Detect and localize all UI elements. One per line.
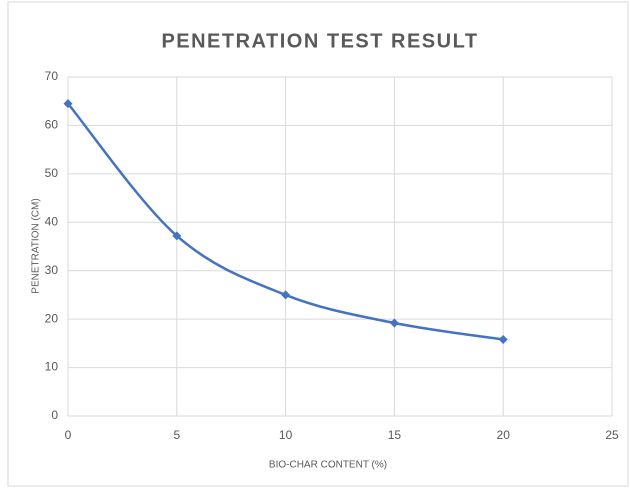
y-tick-label: 60: [45, 118, 59, 132]
y-tick-label: 40: [45, 214, 59, 228]
x-tick-label: 15: [388, 428, 402, 442]
x-tick-label: 5: [173, 428, 180, 442]
chart-border: [7, 1, 629, 487]
y-axis-title: PENETRATION (CM): [31, 198, 42, 293]
data-point: [172, 231, 182, 241]
x-tick-label: 0: [65, 428, 72, 442]
data-line: [67, 102, 504, 341]
data-point: [281, 290, 291, 300]
y-tick-label: 30: [45, 263, 59, 277]
y-tick-label: 0: [51, 408, 58, 422]
x-tick-label: 20: [497, 428, 511, 442]
data-point: [389, 318, 399, 328]
y-tick-label: 70: [45, 69, 59, 83]
x-tick-label: 25: [605, 428, 619, 442]
data-point: [63, 99, 73, 109]
y-tick-label: 10: [45, 360, 59, 374]
data-point: [498, 334, 508, 344]
y-tick-label: 20: [45, 311, 59, 325]
chart-title: PENETRATION TEST RESULT: [161, 30, 478, 52]
x-tick-label: 10: [279, 428, 293, 442]
y-tick-label: 50: [45, 166, 59, 180]
x-axis-title: BIO-CHAR CONTENT (%): [269, 460, 387, 471]
